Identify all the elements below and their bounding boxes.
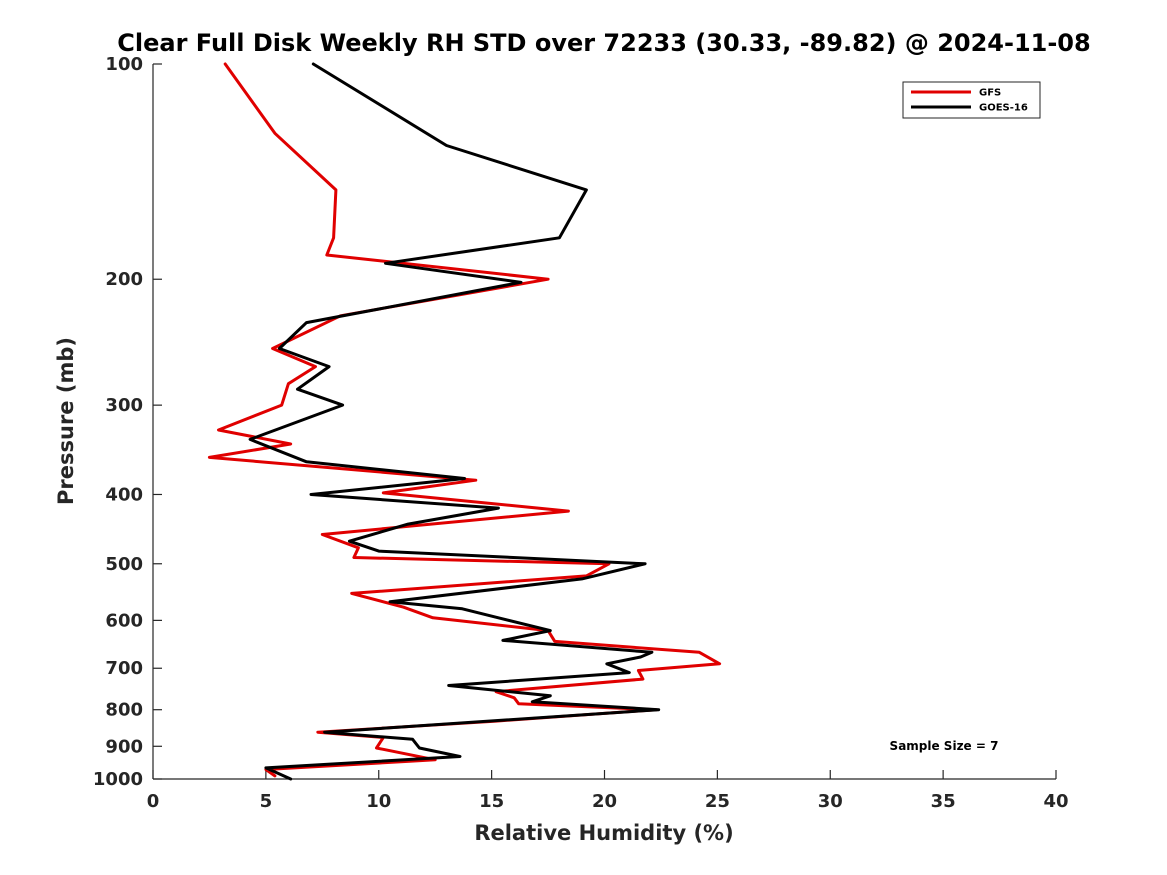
legend-box [902,81,1041,119]
sample-size-annotation: Sample Size = 7 [890,739,999,753]
x-axis-label: Relative Humidity (%) [474,821,733,845]
x-tick-label: 15 [479,791,504,812]
y-tick-label: 300 [105,395,143,416]
y-tick-label: 1000 [93,769,143,790]
y-tick-label: 400 [105,484,143,505]
x-tick-label: 35 [931,791,956,812]
y-tick-label: 800 [105,700,143,721]
x-tick-label: 0 [147,791,160,812]
y-axis-label: Pressure (mb) [54,337,78,505]
x-tick-label: 5 [260,791,273,812]
series-line-goes-16 [248,62,661,781]
x-tick-label: 40 [1043,791,1068,812]
y-tick-label: 900 [105,736,143,757]
x-tick-label: 30 [818,791,843,812]
legend: GFS GOES-16 [902,81,1041,119]
x-tick-label: 25 [705,791,730,812]
y-tick-label: 600 [105,610,143,631]
legend-label: GFS [979,88,1001,99]
legend-label: GOES-16 [979,103,1028,114]
y-tick-label: 500 [105,554,143,575]
y-tick-label: 200 [105,269,143,290]
series-layer [207,62,722,781]
plot-area: 0 5 10 15 20 25 30 35 40 100 200 300 400 500 600 700 800… [93,54,1069,812]
y-tick-label: 100 [105,54,143,75]
y-tick-label: 700 [105,658,143,679]
chart-title: Clear Full Disk Weekly RH STD over 72233… [117,29,1090,57]
x-tick-label: 10 [366,791,391,812]
x-tick-label: 20 [592,791,617,812]
